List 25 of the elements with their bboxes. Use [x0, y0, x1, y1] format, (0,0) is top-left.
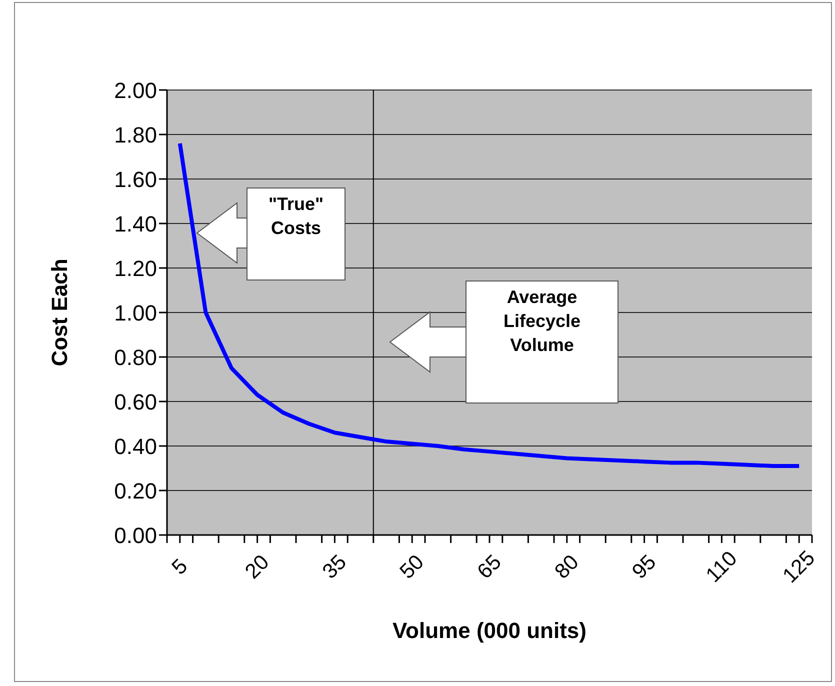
x-tick-label: 20 — [240, 550, 274, 584]
x-tick-label: 95 — [628, 550, 661, 584]
y-tick-label: 2.00 — [114, 78, 157, 103]
y-tick-label: 0.60 — [114, 389, 157, 414]
x-tick-label: 80 — [550, 550, 584, 584]
y-tick-label: 1.80 — [114, 122, 157, 148]
y-tick-label: 1.00 — [114, 300, 157, 326]
y-tick-label: 0.80 — [114, 344, 157, 370]
x-tick-label: 110 — [702, 547, 742, 587]
x-tick-label: 5 — [168, 554, 192, 580]
y-tick-label: 0.00 — [114, 522, 157, 548]
x-tick-label: 50 — [396, 550, 428, 584]
y-tick-label: 1.20 — [114, 256, 157, 281]
y-tick-label: 0.40 — [114, 434, 157, 459]
annotation: "True" Costs — [268, 194, 324, 238]
line-series — [178, 141, 802, 468]
y-tick-label: 0.20 — [114, 478, 157, 504]
x-tick-label: 125 — [778, 546, 820, 588]
x-tick-label: 65 — [473, 550, 506, 584]
y-tick-label: 1.60 — [114, 166, 157, 192]
y-axis-title: Cost Each — [46, 258, 72, 366]
ref-line-label: Average Lifecycle Volume — [503, 287, 581, 355]
y-tick-label: 1.40 — [114, 211, 157, 236]
x-tick-label: 35 — [318, 550, 352, 584]
x-axis-title: Volume (000 units) — [392, 618, 586, 643]
